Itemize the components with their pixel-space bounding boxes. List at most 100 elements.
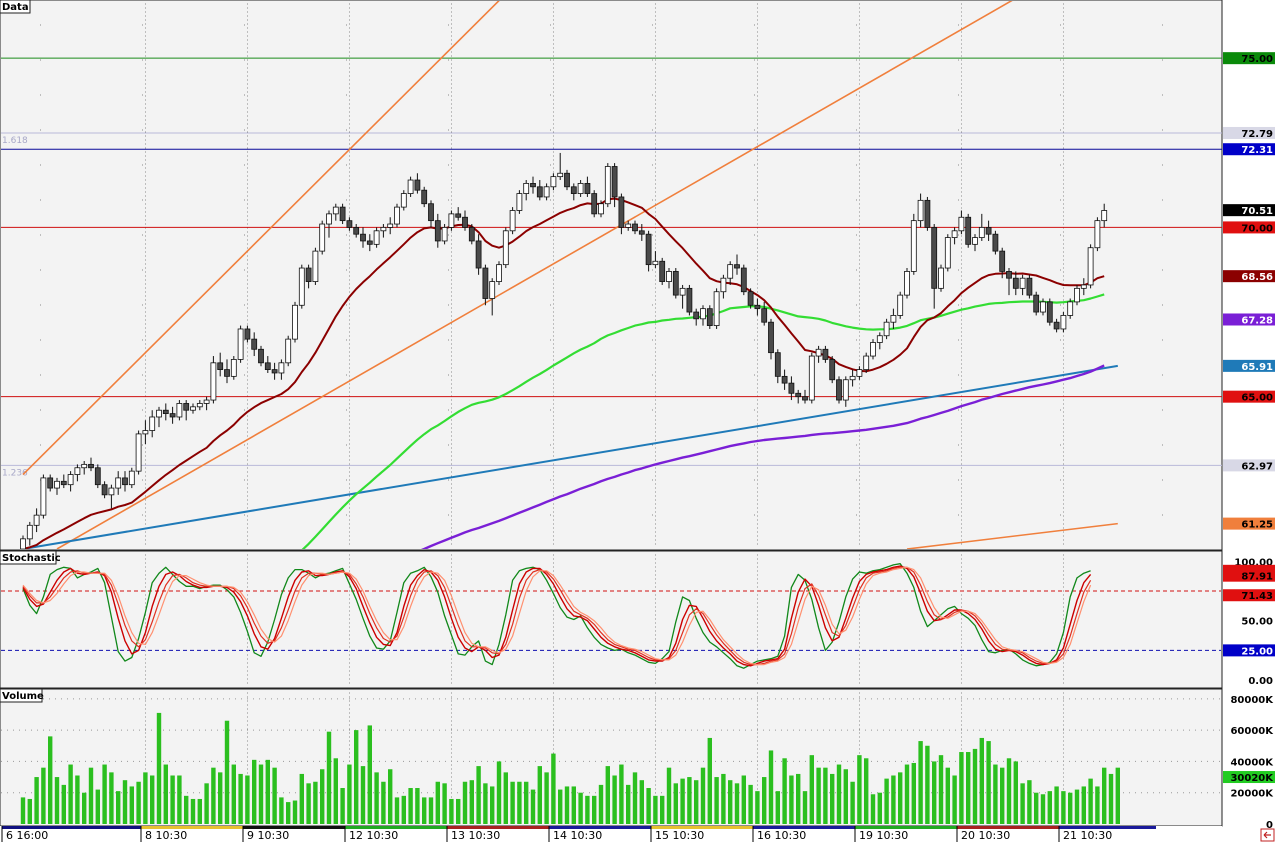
- volume-bar: [490, 786, 495, 824]
- volume-bar: [748, 784, 753, 824]
- volume-bar: [1088, 778, 1093, 824]
- volume-bar: [1068, 792, 1073, 824]
- volume-bar: [163, 764, 168, 824]
- session-bar: [549, 826, 651, 829]
- candle: [237, 325, 244, 363]
- candle: [1087, 244, 1094, 289]
- volume-bar: [326, 731, 332, 824]
- volume-bar: [898, 772, 903, 824]
- stochastic--d-line: [22, 565, 1092, 667]
- volume-bar: [1013, 761, 1018, 824]
- candle: [924, 196, 931, 231]
- svg-text:67.28: 67.28: [1241, 315, 1273, 326]
- volume-bar: [211, 767, 216, 824]
- volume-title-box: [0, 688, 43, 703]
- trend-lines: [22, 0, 1118, 549]
- candle: [414, 173, 421, 194]
- volume-bar: [204, 783, 209, 824]
- volume-bar: [68, 764, 73, 824]
- candle: [190, 403, 196, 414]
- stochastic-signal-line: [22, 566, 1092, 666]
- x-axis-label: 6 16:00: [6, 829, 48, 842]
- volume-bar: [755, 791, 760, 824]
- candle: [346, 217, 353, 231]
- volume-bar: [245, 775, 250, 824]
- volume-bar: [156, 712, 162, 824]
- volume-bar: [728, 780, 733, 824]
- volume-bar: [340, 788, 345, 824]
- volume-bar: [700, 767, 706, 824]
- volume-bar: [299, 773, 304, 824]
- candle: [81, 460, 88, 475]
- volume-bar: [231, 764, 236, 824]
- price-badge: 68.56: [1223, 270, 1275, 283]
- svg-text:70.51: 70.51: [1241, 206, 1273, 217]
- stochastic-badge: 87.91: [1223, 569, 1275, 583]
- volume-bar: [496, 761, 502, 824]
- volume-bar: [843, 769, 848, 824]
- candle: [1074, 284, 1080, 306]
- candle: [448, 210, 455, 231]
- channel-upper-line[interactable]: [22, 0, 553, 476]
- volume-bar: [938, 755, 944, 824]
- session-bar: [447, 826, 549, 829]
- price-badge: 72.79: [1223, 126, 1275, 140]
- svg-text:30020K: 30020K: [1230, 773, 1274, 784]
- trend-line-line[interactable]: [22, 364, 1118, 549]
- volume-bar: [116, 791, 121, 824]
- stochastic-panel[interactable]: [0, 550, 1223, 689]
- volume-bar: [320, 769, 325, 824]
- volume-panel[interactable]: [0, 688, 1223, 827]
- volume-bar: [102, 764, 107, 824]
- volume-bar: [136, 781, 141, 824]
- price-badge: 61.25: [1223, 517, 1275, 531]
- grid-dot-pattern: [40, 3, 1163, 822]
- price-panel[interactable]: [0, 0, 1223, 551]
- price-badge: 62.97: [1223, 459, 1275, 472]
- candle: [672, 268, 679, 299]
- corner-button[interactable]: [1260, 828, 1275, 842]
- x-axis-label: 20 10:30: [961, 829, 1010, 842]
- price-badge: 65.00: [1223, 390, 1275, 404]
- candle: [122, 471, 128, 492]
- volume-bar: [1081, 786, 1086, 824]
- volume-bar: [150, 775, 155, 824]
- volume-bar: [551, 753, 556, 824]
- candle: [33, 508, 40, 533]
- volume-bar: [911, 762, 916, 824]
- session-bar: [1059, 826, 1156, 829]
- candle: [298, 264, 305, 309]
- volume-bar: [932, 761, 937, 824]
- volume-badge: 30020K: [1223, 771, 1275, 784]
- candle: [577, 180, 584, 197]
- volume-bar: [272, 767, 277, 824]
- session-bar: [2, 826, 141, 829]
- volume-tick-label: 20000K: [1230, 789, 1274, 800]
- volume-bar: [857, 755, 862, 824]
- volume-bar: [177, 775, 182, 824]
- volume-bar: [1061, 791, 1066, 824]
- volume-bar: [585, 795, 590, 824]
- x-axis-labels: 6 16:00 8 10:30 9 10:30 12 10:30 13 10:30 14 …: [1, 826, 1156, 842]
- candle: [489, 278, 496, 316]
- channel-lower-line[interactable]: [56, 0, 1118, 549]
- volume-tick-label: 40000K: [1230, 757, 1274, 768]
- svg-text:25.00: 25.00: [1241, 646, 1273, 657]
- volume-bar: [836, 764, 842, 824]
- candle: [598, 200, 604, 218]
- candle: [618, 193, 625, 235]
- candle: [1053, 318, 1060, 333]
- candle: [965, 213, 972, 248]
- candle: [768, 318, 774, 360]
- candle: [536, 180, 543, 201]
- volume-bar: [408, 788, 413, 824]
- volume-bar: [279, 797, 284, 824]
- candle: [230, 356, 237, 380]
- projection-line[interactable]: [906, 522, 1118, 549]
- candle: [332, 203, 339, 221]
- svg-text:87.91: 87.91: [1241, 572, 1273, 583]
- volume-bar: [680, 778, 685, 824]
- candle: [951, 227, 958, 245]
- ma-mid-line: [301, 293, 1105, 549]
- candle: [625, 220, 632, 231]
